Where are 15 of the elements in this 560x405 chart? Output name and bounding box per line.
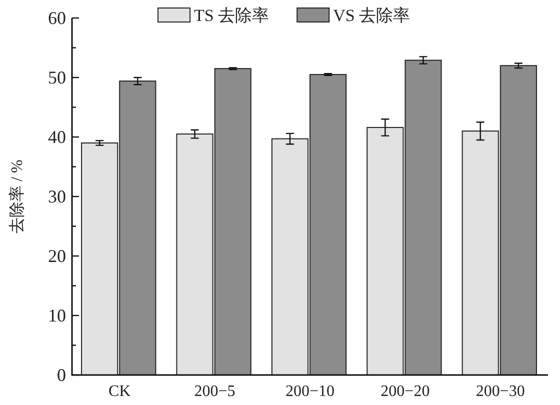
x-tick-label: CK <box>108 383 132 400</box>
legend-label: TS 去除率 <box>194 6 270 25</box>
x-tick-label: 200−30 <box>476 383 525 400</box>
y-tick-label: 30 <box>48 186 66 206</box>
y-tick-label: 20 <box>48 246 66 266</box>
y-tick-label: 10 <box>48 306 66 326</box>
y-tick-label: 60 <box>48 8 66 28</box>
y-tick-label: 0 <box>57 365 66 385</box>
y-tick-label: 50 <box>48 68 66 88</box>
legend-label: VS 去除率 <box>333 6 410 25</box>
y-axis-title: 去除率 / % <box>8 160 26 234</box>
x-tick-label: 200−5 <box>194 383 236 400</box>
x-tick-label: 200−10 <box>285 383 335 400</box>
x-tick-label: 200−20 <box>380 383 430 400</box>
y-tick-label: 40 <box>48 127 66 147</box>
